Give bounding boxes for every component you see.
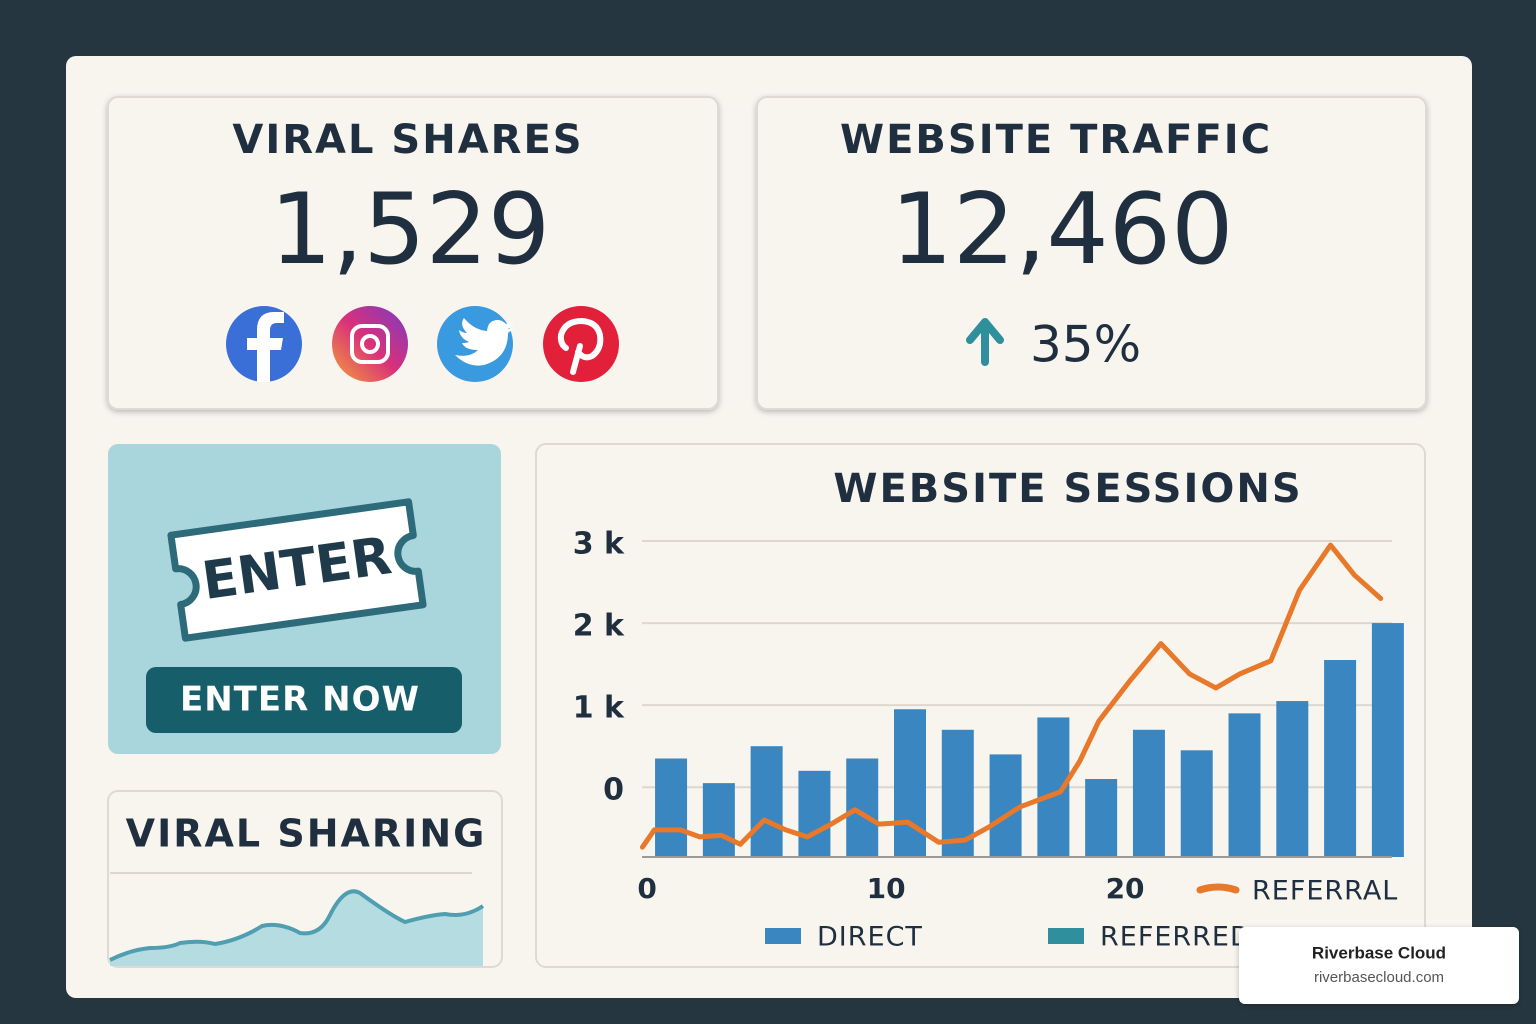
bar bbox=[989, 754, 1022, 857]
x-tick-label: 10 bbox=[867, 872, 906, 905]
ticket-shape bbox=[167, 498, 427, 642]
enter-button[interactable]: ENTER NOW bbox=[146, 667, 462, 733]
twitter-glyph bbox=[455, 318, 514, 366]
bar bbox=[702, 783, 735, 857]
watermark-box bbox=[1239, 927, 1519, 1004]
bar bbox=[894, 709, 927, 857]
bar bbox=[1276, 701, 1309, 857]
card-value: 1,529 bbox=[270, 173, 551, 287]
instagram-glyph bbox=[350, 324, 390, 364]
button-bg[interactable] bbox=[146, 667, 462, 733]
up-arrow bbox=[966, 318, 1004, 366]
line bbox=[639, 542, 1384, 850]
y-tick-label: 3 k bbox=[573, 527, 625, 562]
bar bbox=[1228, 713, 1261, 857]
legend-swatch bbox=[1196, 883, 1240, 894]
card-value: 12,460 bbox=[891, 173, 1234, 287]
card bbox=[756, 96, 1427, 410]
legend-swatch bbox=[765, 928, 801, 944]
bar bbox=[798, 770, 831, 857]
button-label[interactable]: ENTER NOW bbox=[180, 680, 420, 720]
social-icons bbox=[226, 306, 619, 382]
bar bbox=[1371, 623, 1404, 857]
sparkline bbox=[109, 889, 485, 962]
card-title: VIRAL SHARES bbox=[232, 117, 583, 163]
viral-title: VIRAL SHARING bbox=[126, 812, 487, 856]
y-tick-label: 2 k bbox=[573, 609, 625, 644]
y-tick-label: 1 k bbox=[573, 691, 625, 726]
watermark-name: Riverbase Cloud bbox=[1312, 943, 1446, 962]
bar bbox=[1180, 750, 1213, 857]
bar bbox=[655, 758, 688, 857]
instagram-lens bbox=[360, 334, 380, 354]
pinterest-glyph bbox=[557, 317, 604, 375]
legend-label: REFERRAL bbox=[1252, 876, 1398, 907]
bar bbox=[1324, 660, 1357, 857]
facebook-glyph bbox=[247, 312, 284, 382]
x-tick-label: 0 bbox=[637, 872, 656, 905]
watermark-url: riverbasecloud.com bbox=[1314, 969, 1444, 986]
chart-title: WEBSITE SESSIONS bbox=[833, 466, 1302, 512]
instagram-icon bbox=[332, 306, 408, 382]
ticket: ENTER bbox=[167, 498, 427, 642]
legend-label: DIRECT bbox=[817, 922, 923, 953]
y-tick-label: 0 bbox=[603, 773, 624, 808]
x-tick-label: 20 bbox=[1106, 872, 1145, 905]
bar bbox=[750, 746, 783, 857]
sparkline-area bbox=[110, 891, 483, 966]
bar bbox=[1132, 729, 1165, 857]
legend-swatch bbox=[1048, 928, 1084, 944]
change-value: 35% bbox=[1030, 316, 1141, 374]
card-title: WEBSITE TRAFFIC bbox=[840, 117, 1272, 163]
bar bbox=[846, 758, 879, 857]
legend-label: REFERRED bbox=[1100, 922, 1252, 953]
bar bbox=[1085, 779, 1118, 857]
